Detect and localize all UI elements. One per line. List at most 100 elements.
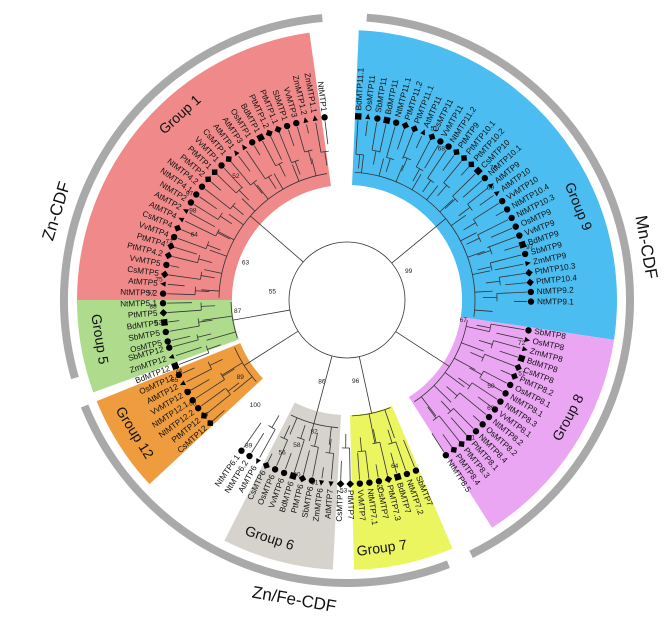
leaf-marker <box>298 474 307 483</box>
terminal-branch <box>246 150 262 173</box>
leaf-marker <box>524 336 531 342</box>
branch <box>444 372 465 388</box>
terminal-branch <box>182 367 195 374</box>
leaf-marker <box>403 470 411 478</box>
tree-branches <box>167 120 527 480</box>
terminal-branch <box>390 452 397 474</box>
branch <box>469 367 482 376</box>
terminal-branch <box>505 282 527 286</box>
terminal-branch <box>379 124 387 153</box>
leaf-marker <box>283 122 291 130</box>
bootstrap-value: 51 <box>518 371 526 378</box>
branch <box>478 339 493 345</box>
leaf-marker <box>234 150 240 157</box>
terminal-branch <box>479 187 489 195</box>
bootstrap-value: 50 <box>293 471 301 478</box>
branch <box>201 289 220 292</box>
leaf-marker <box>225 156 232 162</box>
terminal-branch <box>293 462 298 473</box>
leaf-marker <box>410 125 419 133</box>
leaf-marker <box>179 380 186 386</box>
bootstrap-value: 72 <box>518 340 526 347</box>
clade-arc <box>291 159 299 164</box>
terminal-branch <box>498 291 527 294</box>
clade-arc <box>207 361 212 370</box>
terminal-branch <box>511 272 526 276</box>
terminal-branch <box>172 256 188 261</box>
terminal-branch <box>279 132 284 143</box>
terminal-branch <box>167 310 186 313</box>
leaf-marker <box>450 446 457 453</box>
root-circle <box>288 241 406 359</box>
branch <box>458 377 471 387</box>
branch <box>458 207 471 217</box>
branch <box>477 250 491 256</box>
branch <box>209 249 227 257</box>
terminal-branch <box>500 369 511 376</box>
branch <box>477 226 494 236</box>
leaf-marker <box>159 290 167 297</box>
branch <box>420 396 437 417</box>
branch <box>329 439 332 454</box>
leaf-marker <box>178 217 185 223</box>
terminal-branch <box>444 160 462 182</box>
clade-arc <box>357 450 366 453</box>
terminal-branch <box>169 326 196 332</box>
leaf-marker <box>481 174 489 182</box>
branch <box>227 382 240 392</box>
terminal-branch <box>415 136 423 149</box>
terminal-branch <box>462 180 483 198</box>
terminal-branch <box>201 388 226 407</box>
leaf-marker <box>365 113 371 120</box>
terminal-branch <box>472 415 480 422</box>
family-arc <box>366 13 634 558</box>
branch <box>268 176 277 189</box>
terminal-branch <box>440 417 460 442</box>
terminal-branch <box>390 126 396 141</box>
bootstrap-value: 74 <box>175 368 183 375</box>
group-sector <box>352 30 617 340</box>
family-label: Mn-CDF <box>631 214 661 281</box>
group-sector <box>224 402 341 570</box>
terminal-branch <box>324 121 329 145</box>
leaf-marker <box>518 240 527 249</box>
terminal-branch <box>168 274 193 279</box>
branch <box>200 275 215 279</box>
leaf-marker <box>491 406 499 413</box>
leaf-marker <box>466 434 472 441</box>
branch <box>328 426 332 445</box>
branch <box>361 154 364 173</box>
leaf-marker <box>521 250 529 258</box>
branch <box>401 158 408 172</box>
group-sector <box>96 343 263 485</box>
leaf-marker <box>525 327 532 334</box>
bootstrap-value: 52 <box>232 173 240 180</box>
branch <box>402 156 404 159</box>
group-sector <box>77 32 331 300</box>
leaf-marker <box>497 398 504 405</box>
leaf-marker <box>468 161 475 168</box>
bootstrap-value: 56 <box>279 449 287 456</box>
leaf-marker <box>503 206 511 213</box>
branch <box>294 161 301 175</box>
branch <box>493 340 509 346</box>
terminal-branch <box>186 368 212 383</box>
branch <box>291 164 300 182</box>
leaf-marker <box>256 133 265 142</box>
bootstrap-value: 75 <box>155 277 163 284</box>
branch <box>238 189 250 201</box>
group-spoke <box>313 355 333 424</box>
leaf-marker <box>514 363 522 372</box>
branch <box>472 270 491 275</box>
leaf-marker <box>303 117 309 124</box>
group-spoke <box>232 309 290 321</box>
leaf-marker <box>265 129 273 137</box>
terminal-branch <box>288 129 295 147</box>
leaf-marker <box>166 344 173 351</box>
leaf-marker <box>374 115 381 122</box>
terminal-branch <box>380 448 388 476</box>
branch <box>256 184 269 200</box>
clade-arc <box>205 241 210 249</box>
